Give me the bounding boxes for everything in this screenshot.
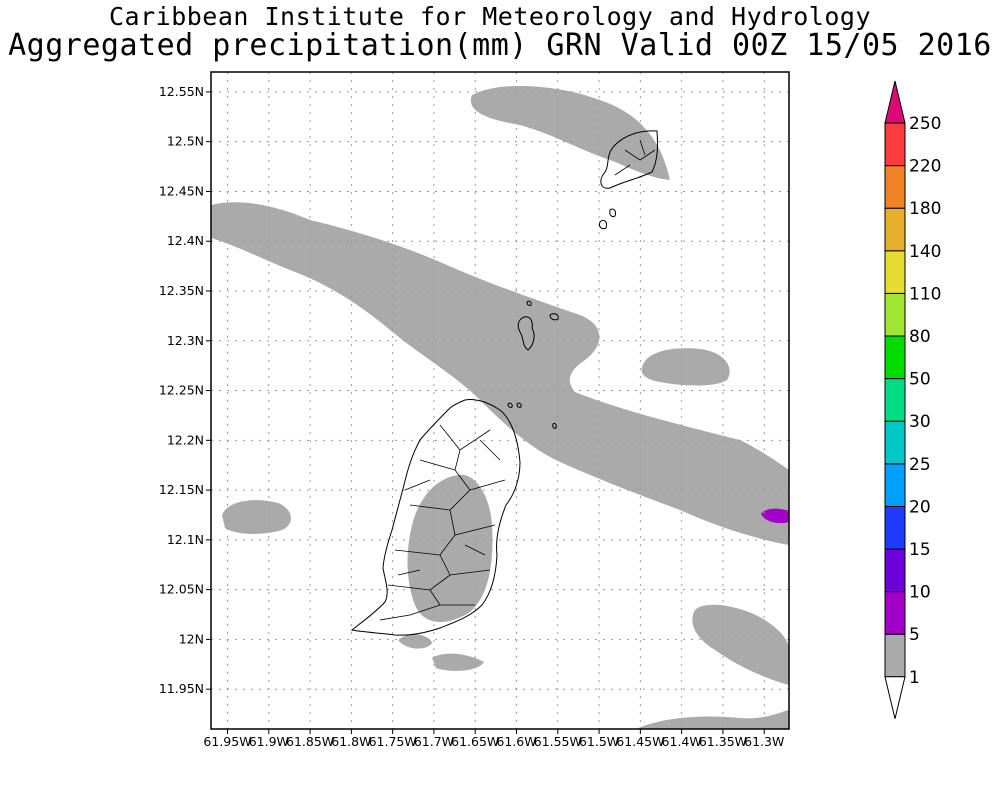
chart-title: Caribbean Institute for Meteorology and …	[108, 2, 871, 31]
precip-band-north	[470, 85, 670, 180]
colorbar-segment	[884, 165, 906, 209]
colorbar-label: 5	[909, 625, 920, 645]
colorbar-label: 15	[909, 540, 931, 560]
colorbar-label: 10	[909, 583, 931, 603]
colorbar-segment	[884, 591, 906, 635]
colorbar-segment	[884, 548, 906, 593]
colorbar-label: 180	[909, 199, 941, 219]
colorbar-label: 30	[909, 412, 931, 432]
precip-blob-island	[407, 474, 493, 623]
lon-tick-label: 61.95W	[203, 734, 251, 749]
colorbar-label: 25	[909, 455, 931, 475]
islet-3	[517, 316, 535, 351]
precip-fields	[211, 85, 789, 729]
lon-tick-label: 61.5W	[579, 734, 619, 749]
precip-band-southeast	[692, 604, 789, 685]
lon-tick-label: 61.8W	[331, 734, 371, 749]
lon-tick-label: 61.85W	[286, 734, 334, 749]
precip-blob-east	[641, 348, 730, 386]
colorbar-top-arrow	[884, 80, 906, 124]
colorbar-label: 50	[909, 370, 931, 390]
colorbar-segment	[884, 292, 906, 337]
colorbar-segment	[884, 378, 906, 422]
lat-tick-label: 12.3N	[167, 333, 204, 348]
lon-tick-label: 61.35W	[699, 734, 747, 749]
lat-tick-label: 12.05N	[159, 582, 204, 597]
lat-tick-label: 12.25N	[159, 383, 204, 398]
carriacou-parish-lines	[614, 139, 656, 176]
colorbar-label: 20	[909, 497, 931, 517]
islet-7	[516, 402, 522, 408]
colorbar-segment	[884, 463, 906, 507]
grenada-parish-lines	[379, 424, 506, 621]
latitude-axis: 12.55N 12.5N 12.45N 12.4N 12.35N 12.3N 12.25N 1…	[159, 84, 211, 696]
lat-tick-label: 12.5N	[167, 134, 204, 149]
lat-tick-label: 12.35N	[159, 283, 204, 298]
lat-tick-label: 12N	[179, 631, 204, 646]
lon-tick-label: 61.6W	[496, 734, 536, 749]
precip-blob-south	[432, 653, 484, 671]
colorbar-segment	[884, 420, 906, 465]
lat-tick-label: 12.55N	[159, 84, 204, 99]
islet-2	[609, 208, 616, 218]
grenada-coastline	[350, 399, 521, 636]
lat-tick-label: 12.2N	[167, 432, 204, 447]
gridlines	[211, 72, 789, 729]
lat-tick-label: 12.4N	[167, 233, 204, 248]
lon-tick-label: 61.75W	[369, 734, 417, 749]
chart-subtitle: Aggregated precipitation(mm) GRN Valid 0…	[8, 28, 992, 63]
colorbar-segment	[884, 207, 906, 252]
precip-cell-5-10mm	[761, 508, 789, 524]
islet-8	[552, 422, 557, 429]
colorbar-segment	[884, 505, 906, 550]
longitude-axis: 61.95W61.9W61.85W61.8W61.75W61.7W61.65W6…	[203, 729, 784, 749]
carriacou-coastline	[600, 130, 658, 189]
lon-tick-label: 61.4W	[662, 734, 702, 749]
colorbar-label: 110	[909, 284, 941, 304]
lat-tick-label: 11.95N	[159, 681, 204, 696]
lon-tick-label: 61.65W	[451, 734, 499, 749]
lat-tick-label: 12.15N	[159, 482, 204, 497]
lat-tick-label: 12.45N	[159, 183, 204, 198]
islet-5	[526, 300, 532, 306]
colorbar-segment	[884, 633, 906, 678]
map-frame	[210, 71, 790, 730]
lat-tick-label: 12.1N	[167, 532, 204, 547]
coastlines	[350, 130, 658, 636]
colorbar-segment	[884, 250, 906, 294]
colorbar-label: 1	[909, 668, 920, 688]
lon-tick-label: 61.3W	[744, 734, 784, 749]
lon-tick-label: 61.7W	[414, 734, 454, 749]
colorbar-label: 250	[909, 114, 941, 134]
precip-band-central	[211, 202, 789, 545]
colorbar-segment	[884, 335, 906, 380]
lon-tick-label: 61.55W	[534, 734, 582, 749]
colorbar-segment	[884, 122, 906, 167]
colorbar-label: 140	[909, 242, 941, 262]
lon-tick-label: 61.9W	[249, 734, 289, 749]
precip-band-bottom	[636, 710, 789, 729]
precip-blob-west	[222, 500, 291, 534]
colorbar-bottom-arrow	[884, 676, 906, 719]
precip-blob-southtip	[398, 634, 432, 649]
islet-1	[599, 219, 607, 230]
lon-tick-label: 61.45W	[616, 734, 664, 749]
colorbar-label: 220	[909, 157, 941, 177]
colorbar-label: 80	[909, 327, 931, 347]
islet-4	[549, 313, 559, 321]
islet-6	[507, 402, 513, 408]
